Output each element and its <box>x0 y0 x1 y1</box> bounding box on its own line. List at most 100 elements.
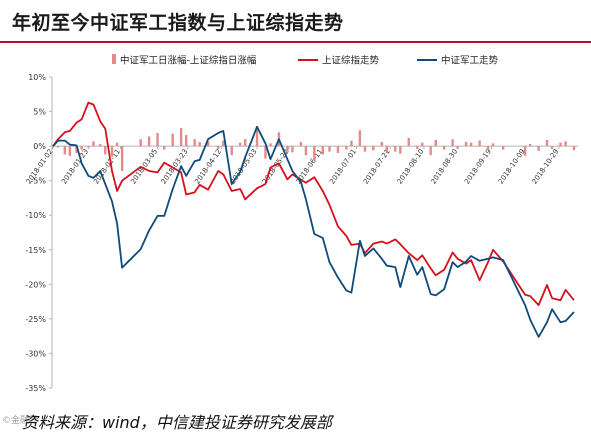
diff-bar <box>415 146 419 149</box>
diff-bar <box>56 146 60 148</box>
diff-bar <box>528 144 532 147</box>
diff-bar <box>407 137 410 147</box>
diff-bar <box>394 146 397 152</box>
diff-bar <box>537 146 540 151</box>
y-tick-label: -5% <box>30 177 46 186</box>
military-index-line <box>52 125 575 338</box>
page-title: 年初至今中证军工指数与上证综指走势 <box>12 12 344 34</box>
source-note: 资料来源：wind，中信建投证券研究发展部 <box>22 413 332 432</box>
diff-bar <box>434 139 437 147</box>
x-tick-label: 2018-07-01 <box>328 148 358 186</box>
diff-bar <box>185 135 188 147</box>
diff-bar <box>255 126 259 147</box>
diff-bar <box>328 146 331 152</box>
series-lines <box>52 101 575 338</box>
diff-bar <box>321 146 324 155</box>
diff-bar <box>523 146 527 156</box>
diff-bar <box>80 146 83 150</box>
x-tick-label: 2018-10-09 <box>497 148 527 186</box>
diff-bar <box>217 146 220 149</box>
diff-bar <box>451 139 454 147</box>
y-tick-label: -10% <box>25 211 46 220</box>
x-tick-label: 2018-10-29 <box>531 148 561 186</box>
y-tick-label: 5% <box>33 108 46 117</box>
diff-bar <box>51 146 55 147</box>
diff-bar <box>486 146 490 151</box>
x-tick-label: 2018-02-11 <box>92 148 122 186</box>
x-tick-label: 2018-03-23 <box>160 148 190 186</box>
diff-bar <box>421 142 424 147</box>
diff-bar <box>92 141 95 147</box>
diff-bar <box>399 146 402 154</box>
x-tick-label: 2018-09-19 <box>463 148 493 186</box>
diff-bar <box>491 143 495 147</box>
diff-bar <box>115 142 119 147</box>
diff-bar <box>286 146 289 152</box>
legend-swatch-diff <box>112 54 116 64</box>
y-tick-label: -15% <box>25 246 46 255</box>
diff-bar <box>206 141 210 147</box>
y-axis: 10% 5% 0% -5% -10% -15% -20% -25% -30% -35% <box>25 73 53 393</box>
diff-bar <box>139 139 142 147</box>
diff-bar <box>63 146 67 155</box>
diff-bar <box>358 130 362 147</box>
diff-bar <box>156 132 159 147</box>
diff-bar <box>345 146 348 150</box>
diff-bar <box>350 140 353 147</box>
diff-bar <box>469 142 473 147</box>
diff-bar <box>198 141 201 147</box>
diff-bar <box>264 146 267 159</box>
legend-label: 中证军工日涨幅-上证综指日涨幅 <box>120 55 257 67</box>
diff-bar <box>269 143 272 147</box>
diff-bar <box>313 146 316 161</box>
x-tick-label: 2018-05-03 <box>229 148 259 186</box>
diff-bar <box>87 146 90 148</box>
y-tick-label: -25% <box>25 315 46 324</box>
diff-bar <box>304 146 308 156</box>
x-tick-label: 2018-08-30 <box>429 148 459 186</box>
diff-bar <box>75 146 78 154</box>
diff-bar <box>464 141 468 147</box>
diff-bar <box>147 136 151 147</box>
diff-bar <box>478 140 481 147</box>
diff-bar <box>372 146 375 151</box>
diff-bar <box>179 128 183 147</box>
diff-bar <box>550 146 554 149</box>
diff-bar <box>385 146 389 154</box>
diff-bar <box>230 146 233 156</box>
diff-bar <box>171 133 174 147</box>
diff-bar <box>456 146 459 149</box>
diff-bar <box>572 146 576 151</box>
diff-bar <box>291 146 294 153</box>
diff-bar <box>193 139 196 147</box>
diff-bar <box>545 139 549 147</box>
diff-bar <box>429 146 432 156</box>
diff-bar <box>244 139 247 147</box>
y-tick-label: 0% <box>33 142 46 151</box>
diff-bar <box>238 142 242 147</box>
y-tick-label: -30% <box>25 349 46 358</box>
title-rule <box>0 41 591 43</box>
x-tick-label: 2018-03-05 <box>129 148 159 186</box>
diff-bar <box>380 141 383 147</box>
shanghai-composite-line <box>52 101 575 307</box>
watermark-text: ©金融界 <box>2 416 39 426</box>
x-tick-label: 2018-04-12 <box>193 148 223 186</box>
diff-bar <box>336 146 340 154</box>
line-chart: 中证军工日涨幅-上证综指日涨幅 上证综指走势 中证军工走势 10% 5% 0% -5% -1… <box>25 54 578 393</box>
y-tick-label: -20% <box>25 280 46 289</box>
diff-bar <box>363 146 367 152</box>
diff-bar <box>442 146 446 150</box>
diff-bar <box>559 142 562 147</box>
diff-bar <box>564 141 567 147</box>
x-tick-label: 2018-07-21 <box>362 148 392 186</box>
legend-label: 中证军工走势 <box>441 55 499 67</box>
y-tick-label: 10% <box>28 73 46 82</box>
diff-bar <box>104 146 107 155</box>
diff-bar <box>501 146 505 150</box>
diff-bar <box>68 146 72 156</box>
legend-label: 上证综指走势 <box>322 55 380 67</box>
diff-bar <box>299 141 303 147</box>
diff-bar <box>99 144 102 147</box>
diff-bar <box>163 146 166 150</box>
